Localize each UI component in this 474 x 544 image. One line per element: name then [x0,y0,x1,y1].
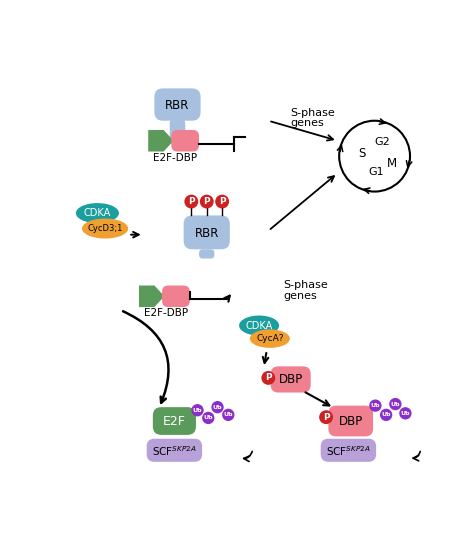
Polygon shape [148,130,173,152]
Circle shape [211,401,224,413]
Circle shape [191,404,204,416]
Text: E2F-DBP: E2F-DBP [144,308,188,318]
Text: genes: genes [284,290,318,300]
Ellipse shape [239,316,279,336]
Text: Ub: Ub [391,401,400,406]
Text: P: P [188,197,195,206]
Text: P: P [323,413,329,422]
Text: DBP: DBP [279,373,303,386]
FancyBboxPatch shape [170,119,185,130]
Text: genes: genes [290,118,324,128]
Text: CycD3;1: CycD3;1 [87,224,123,233]
Circle shape [399,407,411,419]
Circle shape [184,195,198,208]
Text: S-phase: S-phase [290,108,335,118]
Circle shape [261,371,275,385]
Circle shape [319,410,333,424]
Text: S: S [359,146,366,159]
Text: CDKA: CDKA [246,320,273,331]
Text: S-phase: S-phase [284,281,328,290]
FancyBboxPatch shape [328,406,373,436]
FancyBboxPatch shape [162,286,190,307]
Polygon shape [139,286,164,307]
Text: P: P [219,197,226,206]
Circle shape [380,409,392,421]
Text: Ub: Ub [193,408,202,413]
FancyBboxPatch shape [183,215,230,249]
FancyBboxPatch shape [271,366,310,393]
Text: E2F: E2F [163,415,186,428]
Circle shape [200,195,214,208]
Text: SCF$^{SKP2A}$: SCF$^{SKP2A}$ [326,444,371,458]
Circle shape [369,399,382,412]
FancyBboxPatch shape [146,438,202,462]
Text: SCF$^{SKP2A}$: SCF$^{SKP2A}$ [152,444,197,458]
FancyBboxPatch shape [155,88,201,121]
FancyBboxPatch shape [199,249,214,258]
FancyBboxPatch shape [171,130,199,152]
Text: RBR: RBR [165,99,190,112]
Text: Ub: Ub [224,412,233,417]
Text: CDKA: CDKA [84,208,111,218]
Text: Ub: Ub [213,405,222,410]
Ellipse shape [76,203,119,223]
Text: E2F-DBP: E2F-DBP [153,153,197,163]
Text: Ub: Ub [382,412,391,417]
FancyBboxPatch shape [153,407,196,435]
Ellipse shape [82,219,128,238]
FancyBboxPatch shape [170,121,185,141]
Text: G1: G1 [368,166,384,177]
Text: G2: G2 [374,137,390,147]
Circle shape [202,412,214,424]
Text: P: P [203,197,210,206]
Text: Ub: Ub [203,416,213,421]
Text: M: M [386,157,397,170]
FancyBboxPatch shape [321,438,376,462]
Text: Ub: Ub [371,403,380,408]
Text: CycA?: CycA? [256,334,283,343]
Text: DBP: DBP [338,415,363,428]
Text: Ub: Ub [401,411,410,416]
Circle shape [339,121,410,191]
Ellipse shape [250,329,290,348]
Circle shape [222,409,235,421]
Text: RBR: RBR [194,227,219,240]
Circle shape [389,398,401,410]
Circle shape [215,195,229,208]
Text: P: P [265,373,272,382]
